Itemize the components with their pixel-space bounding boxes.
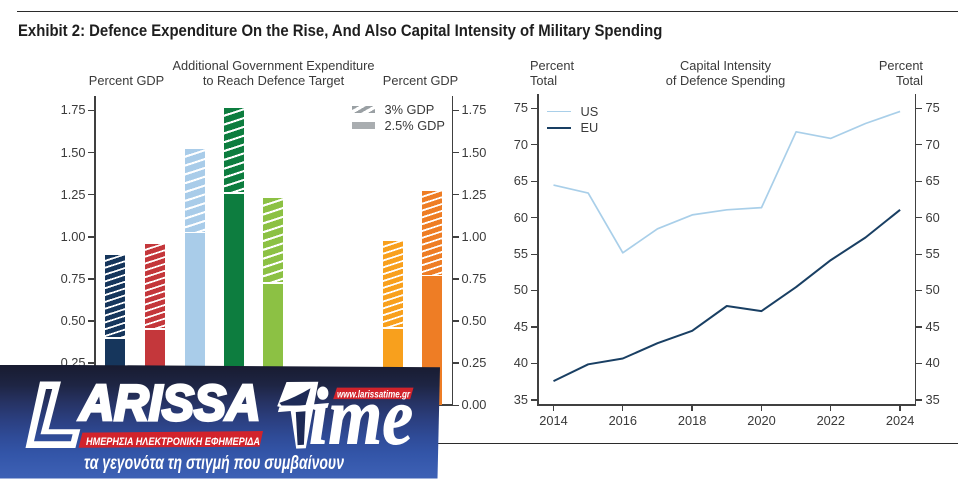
svg-text:τα γεγονότα τη στιγμή που συμβ: τα γεγονότα τη στιγμή που συμβαίνουν xyxy=(84,452,344,473)
svg-text:www.larissatime.gr: www.larissatime.gr xyxy=(337,388,411,400)
svg-text:ime: ime xyxy=(309,370,413,461)
svg-text:ΗΜΕΡΗΣΙΑ ΗΛΕΚΤΡΟΝΙΚΗ ΕΦΗΜΕΡΙΔΑ: ΗΜΕΡΗΣΙΑ ΗΛΕΚΤΡΟΝΙΚΗ ΕΦΗΜΕΡΙΔΑ xyxy=(86,435,260,447)
svg-text:ARISSA: ARISSA xyxy=(78,375,261,431)
